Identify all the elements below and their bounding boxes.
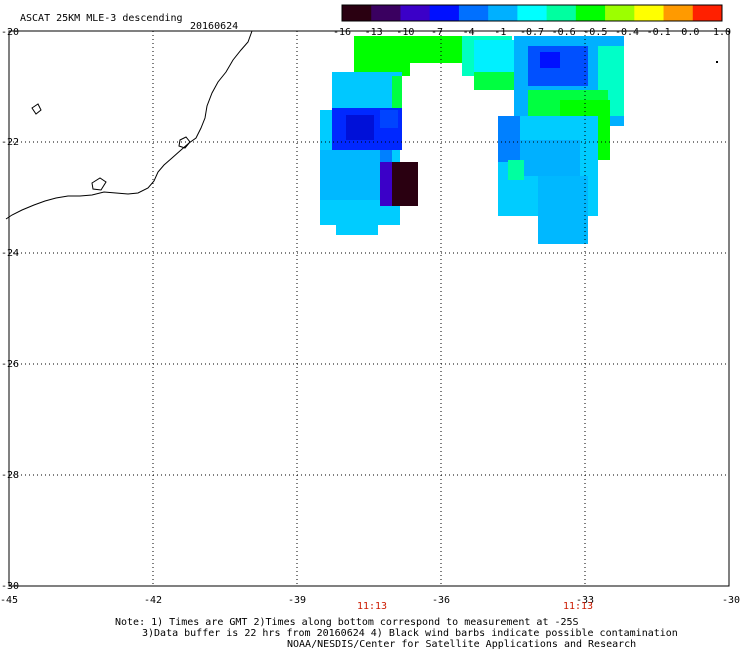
colorbar-tick-label: -1 [494, 27, 506, 38]
colorbar-swatch [546, 5, 577, 21]
lon-tick-label: -33 [576, 595, 594, 606]
colorbar-tick-label: -0.7 [520, 27, 544, 38]
colorbar-swatch [605, 5, 635, 21]
colorbar-tick-label: 0.0 [681, 27, 699, 38]
swath-cell [354, 36, 410, 76]
swath-data-layer [320, 36, 624, 244]
lat-tick-label: -22 [1, 137, 19, 148]
colorbar-swatch [517, 5, 548, 21]
plot-date: 20160624 [190, 21, 238, 32]
colorbar-swatch [458, 5, 489, 21]
colorbar: -16 -13 -10 -7 -4 -1 -0.7 -0.6 -0.5 -0.4 -0.1 0.0 1.… [333, 4, 731, 38]
plot-title: ASCAT 25KM MLE-3 descending [20, 13, 183, 24]
footer-note-1: Note: 1) Times are GMT 2)Times along bot… [115, 617, 579, 628]
coastline [5, 30, 253, 220]
colorbar-swatch [371, 5, 401, 21]
lon-tick-label: -42 [144, 595, 162, 606]
swath-cell [380, 110, 398, 128]
swath-cell [474, 72, 514, 90]
colorbar-swatch [488, 5, 518, 21]
swath-cell [392, 162, 418, 206]
swath-cell [508, 160, 524, 180]
swath-cell [380, 162, 392, 206]
time-label: 11:13 [357, 601, 387, 612]
map-frame [8, 30, 730, 587]
footer-note-2: 3)Data buffer is 22 hrs from 20160624 4)… [142, 628, 678, 639]
colorbar-swatch [400, 5, 431, 21]
colorbar-tick-label: -4 [463, 27, 475, 38]
lat-tick-label: -28 [1, 470, 19, 481]
lat-tick-label: -24 [1, 248, 19, 259]
coastline-lake [31, 103, 42, 115]
swath-cell [538, 176, 588, 244]
colorbar-swatch [663, 5, 694, 21]
colorbar-swatch [634, 5, 665, 21]
coastline-bay [91, 177, 107, 191]
colorbar-tick-label: -10 [396, 27, 414, 38]
colorbar-tick-label: -0.4 [615, 27, 639, 38]
lon-tick-label: -39 [288, 595, 306, 606]
island-dot [716, 61, 718, 63]
swath-cell [336, 200, 378, 235]
lon-tick-label: -45 [0, 595, 18, 606]
swath-cell [520, 140, 580, 176]
lon-tick-label: -30 [722, 595, 740, 606]
lon-tick-label: -36 [432, 595, 450, 606]
colorbar-tick-label: -16 [333, 27, 351, 38]
swath-cell [346, 115, 374, 140]
swath-cell [540, 52, 560, 68]
swath-cell [498, 116, 520, 162]
colorbar-tick-label: -0.6 [552, 27, 576, 38]
lat-tick-label: -30 [1, 581, 19, 592]
swath-cell [320, 150, 380, 200]
colorbar-tick-label: -0.5 [583, 27, 607, 38]
colorbar-swatch [429, 5, 460, 21]
footer-credit: NOAA/NESDIS/Center for Satellite Applica… [287, 639, 636, 650]
colorbar-frame [341, 4, 723, 22]
colorbar-tick-label: -0.1 [647, 27, 671, 38]
swath-cell [332, 72, 402, 110]
map-gridlines [9, 31, 729, 586]
colorbar-tick-label: -7 [431, 27, 443, 38]
colorbar-swatch [342, 5, 372, 21]
coastline-island [178, 136, 191, 149]
time-label: 11:13 [563, 601, 593, 612]
swath-cell [410, 36, 462, 63]
lat-tick-label: -20 [1, 27, 19, 38]
swath-cell [392, 76, 402, 110]
swath-cell [380, 150, 392, 162]
colorbar-swatch [692, 5, 723, 21]
lat-tick-label: -26 [1, 359, 19, 370]
colorbar-tick-label: 1.0 [713, 27, 731, 38]
colorbar-swatch [575, 5, 606, 21]
colorbar-tick-label: -13 [365, 27, 383, 38]
